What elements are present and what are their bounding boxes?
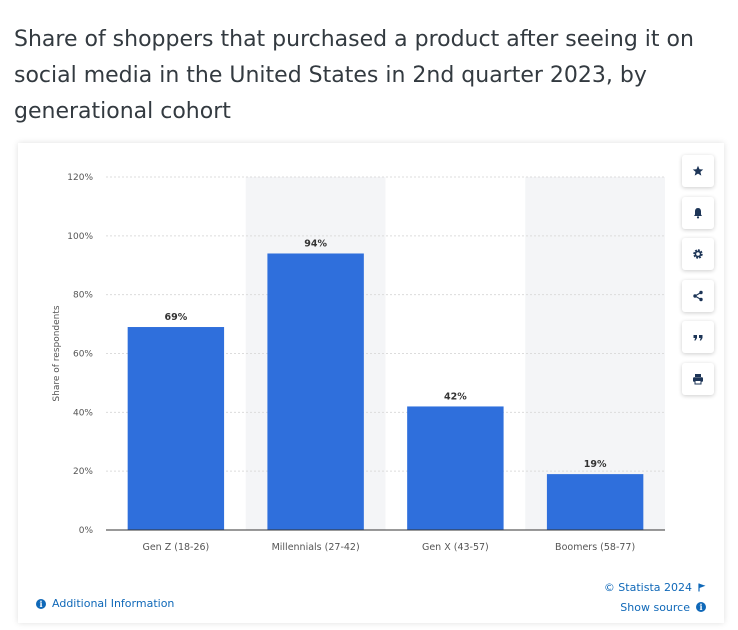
settings-button[interactable] xyxy=(682,238,714,270)
data-label: 42% xyxy=(444,391,467,402)
y-tick-label: 100% xyxy=(67,232,93,242)
bar-chart: 0% 20% 40% 60% 80% 100% 120% Share of responden… xyxy=(52,173,665,553)
bar xyxy=(127,327,225,530)
bell-icon xyxy=(694,207,702,218)
x-tick-label: Millennials (27-42) xyxy=(272,542,360,553)
bar xyxy=(546,474,644,530)
y-tick-label: 0% xyxy=(79,526,94,536)
show-source-label: Show source xyxy=(620,600,690,614)
statista-credit[interactable]: © Statista 2024 xyxy=(604,577,706,597)
info-icon: i xyxy=(696,602,706,612)
y-axis-title: Share of respondents xyxy=(52,305,62,402)
additional-information-label: Additional Information xyxy=(52,597,175,610)
chart-toolbar xyxy=(682,155,714,404)
star-icon xyxy=(692,165,704,176)
bar xyxy=(267,253,364,530)
y-tick-label: 120% xyxy=(67,173,93,183)
gear-icon xyxy=(693,249,703,259)
data-label: 94% xyxy=(304,238,327,249)
y-tick-label: 60% xyxy=(73,350,93,360)
data-label: 69% xyxy=(165,312,188,323)
additional-information-link[interactable]: i Additional Information xyxy=(36,597,174,610)
print-button[interactable] xyxy=(682,362,714,395)
x-tick-label: Gen Z (18-26) xyxy=(142,542,209,553)
source-area: © Statista 2024 Show source i xyxy=(604,577,706,617)
show-source-link[interactable]: Show source i xyxy=(604,597,706,617)
y-tick-label: 80% xyxy=(73,291,93,301)
share-button[interactable] xyxy=(682,279,714,312)
bar xyxy=(407,406,504,530)
y-tick-label: 20% xyxy=(73,467,93,477)
quote-icon xyxy=(693,335,703,341)
cite-button[interactable] xyxy=(682,321,714,353)
share-icon xyxy=(693,290,703,301)
y-tick-label: 40% xyxy=(73,408,93,418)
chart-card: 0% 20% 40% 60% 80% 100% 120% Share of responden… xyxy=(18,143,724,623)
flag-icon xyxy=(698,583,706,591)
copyright-label: © Statista 2024 xyxy=(603,580,692,594)
data-label: 19% xyxy=(584,459,607,470)
notification-button[interactable] xyxy=(682,196,714,229)
info-icon: i xyxy=(36,598,46,609)
chart-title: Share of shoppers that purchased a produ… xyxy=(14,27,694,124)
x-tick-label: Boomers (58-77) xyxy=(555,542,635,553)
print-icon xyxy=(693,373,703,384)
x-tick-label: Gen X (43-57) xyxy=(422,542,489,553)
favorite-button[interactable] xyxy=(682,155,714,187)
